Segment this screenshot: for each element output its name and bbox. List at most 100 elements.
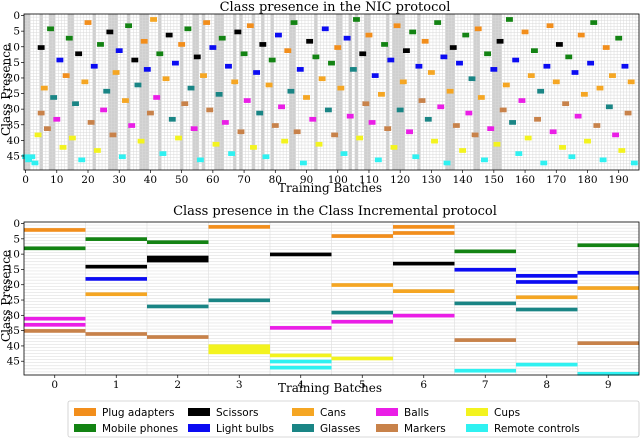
cell-markers xyxy=(384,126,392,131)
legend-label-scissors: Scissors xyxy=(216,407,259,419)
cell-markers xyxy=(624,110,632,116)
cell-plug-adapters xyxy=(140,38,148,44)
cell-cups xyxy=(618,148,626,153)
cell-glasses xyxy=(331,310,393,315)
legend-swatch-balls xyxy=(376,408,398,416)
cell-glasses xyxy=(147,304,209,309)
y-tick-label: 20 xyxy=(7,72,20,84)
cell-remote-controls xyxy=(340,151,348,156)
cell-cans xyxy=(40,85,48,91)
cell-cans xyxy=(609,73,616,78)
cell-cans xyxy=(200,73,207,78)
cell-remote-controls xyxy=(568,154,576,160)
cell-cans xyxy=(446,88,454,94)
x-tick-label: 20 xyxy=(81,174,94,186)
cell-balls xyxy=(190,126,198,131)
cell-markers xyxy=(293,129,301,135)
cell-mobile-phones xyxy=(565,54,573,60)
legend-label-light-bulbs: Light bulbs xyxy=(216,423,274,435)
cell-balls xyxy=(221,120,229,125)
legend: Plug adapters Scissors Cans Balls Cups Mobile… xyxy=(67,400,640,438)
cell-mobile-phones xyxy=(409,29,417,35)
cell-markers xyxy=(577,341,639,346)
cell-markers xyxy=(331,132,339,138)
cell-cans xyxy=(150,17,157,22)
cell-cans xyxy=(331,283,393,287)
cell-plug-adapters xyxy=(331,234,393,238)
y-tick-label: 5 xyxy=(13,26,20,38)
cell-scissors xyxy=(147,255,209,260)
x-tick-label: 120 xyxy=(390,174,410,186)
chart1-y-ticks: 0 5 10 15 20 25 30 35 40 45 xyxy=(7,10,24,162)
cell-light-bulbs xyxy=(274,32,282,38)
cell-markers xyxy=(206,107,214,113)
y-tick-label: 0 xyxy=(13,10,20,22)
cell-scissors xyxy=(555,42,563,47)
cell-markers xyxy=(593,123,601,128)
cell-plug-adapters xyxy=(521,29,529,35)
cell-remote-controls xyxy=(118,154,126,160)
cell-mobile-phones xyxy=(312,54,320,60)
cell-light-bulbs xyxy=(571,70,579,75)
chart2-y-ticks: 0 5 10 15 20 25 30 35 40 45 xyxy=(7,218,24,368)
chart2-background xyxy=(24,221,639,376)
cell-markers xyxy=(109,132,117,138)
cell-light-bulbs xyxy=(387,57,395,63)
cell-markers xyxy=(562,101,570,107)
x-tick-label: 190 xyxy=(609,174,629,186)
cell-balls xyxy=(100,107,108,113)
x-tick-label: 170 xyxy=(546,174,566,186)
cell-cans xyxy=(265,82,273,88)
cell-glasses xyxy=(256,110,264,116)
cell-markers xyxy=(471,132,479,138)
legend-swatch-cans xyxy=(292,408,314,416)
cell-mobile-phones xyxy=(590,20,598,25)
cell-mobile-phones xyxy=(65,35,73,41)
cell-glasses xyxy=(516,307,578,312)
cell-cups xyxy=(93,148,101,153)
x-tick-label: 3 xyxy=(236,379,243,391)
cell-cups xyxy=(270,353,332,358)
cell-light-bulbs xyxy=(143,67,151,72)
cell-light-bulbs xyxy=(516,274,578,278)
cell-scissors xyxy=(449,45,457,50)
cell-plug-adapters xyxy=(208,225,270,229)
cell-balls xyxy=(278,104,285,110)
cell-plug-adapters xyxy=(84,20,92,25)
cell-plug-adapters xyxy=(602,45,610,50)
cell-scissors xyxy=(270,252,332,257)
y-tick-label: 35 xyxy=(7,325,20,337)
plot-frame xyxy=(23,221,640,376)
cell-light-bulbs xyxy=(512,57,520,63)
cell-scissors xyxy=(393,261,455,266)
cell-cans xyxy=(122,98,129,103)
cell-remote-controls xyxy=(454,368,516,373)
y-tick-label: 45 xyxy=(7,150,20,162)
x-tick-label: 80 xyxy=(269,174,282,186)
cell-cups xyxy=(34,132,42,138)
cell-scissors xyxy=(259,42,267,47)
cell-mobile-phones xyxy=(290,20,298,25)
x-tick-label: 9 xyxy=(605,379,612,391)
cell-cups xyxy=(212,141,220,147)
legend-box xyxy=(67,400,640,438)
x-tick-label: 30 xyxy=(113,174,126,186)
cell-mobile-phones xyxy=(328,60,335,66)
cell-cans xyxy=(627,79,635,85)
chart2-cells xyxy=(24,225,639,376)
cell-cans xyxy=(516,295,578,300)
cell-markers xyxy=(362,101,370,107)
cell-remote-controls xyxy=(630,160,638,166)
cell-mobile-phones xyxy=(218,35,226,41)
cell-remote-controls xyxy=(299,160,307,166)
cell-mobile-phones xyxy=(506,17,513,22)
cell-plug-adapters xyxy=(203,20,211,25)
cell-mobile-phones xyxy=(530,48,538,53)
cell-plug-adapters xyxy=(334,45,342,50)
legend-label-glasses: Glasses xyxy=(320,423,360,435)
x-tick-label: 110 xyxy=(359,174,379,186)
cell-light-bulbs xyxy=(371,73,379,78)
cell-plug-adapters xyxy=(365,32,373,38)
cell-cans xyxy=(427,70,435,75)
cell-cans xyxy=(527,73,535,78)
